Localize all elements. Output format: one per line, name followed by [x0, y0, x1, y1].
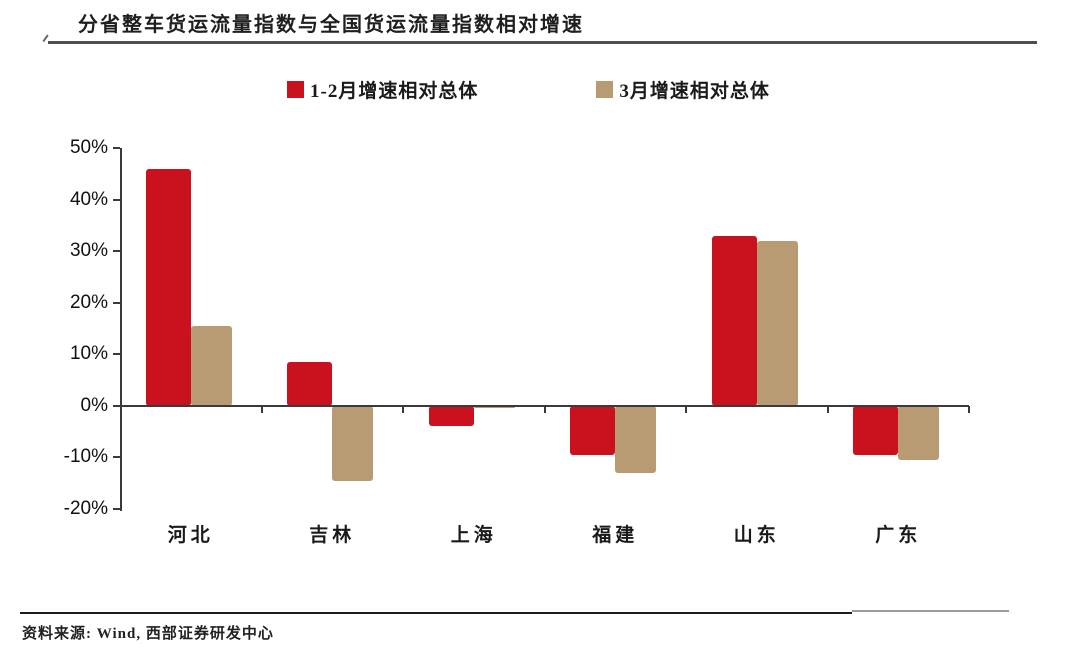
legend-swatch-red-icon — [287, 81, 304, 98]
x-axis-tick — [968, 405, 970, 413]
bar-河北-series-1 — [145, 168, 191, 406]
y-axis-tick — [113, 301, 120, 304]
y-tick-label: 40% — [69, 188, 108, 210]
x-axis-tick — [260, 405, 263, 413]
y-tick-label: 20% — [69, 291, 108, 313]
x-tick-label-吉林: 吉林 — [309, 525, 356, 546]
y-axis-tick — [113, 250, 120, 253]
bar-广东-series-2 — [898, 405, 940, 460]
y-tick-label: 30% — [69, 240, 108, 262]
legend-swatch-tan-icon — [596, 81, 614, 98]
x-tick-label-福建: 福建 — [592, 525, 639, 546]
bar-上海-series-1 — [428, 405, 474, 427]
y-tick-label: 10% — [69, 343, 108, 365]
bar-chart-plot-area: 50% 40% 30% 20% 10% 0% -10% -20% 河北 吉林 上海 福建 山东 广东 — [64, 138, 970, 546]
bar-河北-series-2 — [190, 325, 232, 406]
bar-吉林-series-2 — [332, 405, 374, 481]
y-axis-tick — [113, 147, 120, 149]
y-axis-line — [120, 148, 122, 511]
bar-山东-series-2 — [756, 240, 798, 406]
x-tick-label-河北: 河北 — [167, 525, 214, 546]
y-axis-tick — [113, 508, 120, 510]
bar-福建-series-2 — [615, 405, 657, 473]
bar-广东-series-1 — [853, 405, 899, 455]
source-note: 资料来源: Wind, 西部证券研发中心 — [22, 626, 274, 642]
y-tick-label: 50% — [69, 137, 108, 158]
title-underline — [48, 41, 1037, 44]
legend-item-series-1: 1-2月增速相对总体 — [287, 76, 478, 103]
bar-福建-series-1 — [570, 405, 616, 455]
bar-山东-series-1 — [711, 235, 757, 406]
y-axis-tick — [113, 456, 120, 459]
legend-label-series-2: 3月增速相对总体 — [619, 81, 770, 102]
x-axis-tick — [826, 405, 829, 413]
bar-吉林-series-1 — [287, 362, 333, 406]
y-tick-label: 0% — [80, 394, 108, 416]
chart-legend: 1-2月增速相对总体 3月增速相对总体 — [287, 76, 770, 103]
legend-item-series-2: 3月增速相对总体 — [596, 76, 770, 103]
legend-label-series-1: 1-2月增速相对总体 — [310, 81, 479, 102]
y-axis-tick — [113, 404, 120, 407]
y-axis-tick — [113, 198, 120, 201]
chart-title: 分省整车货运流量指数与全国货运流量指数相对增速 — [78, 14, 584, 36]
footer-divider-dark — [20, 612, 852, 614]
y-tick-label: -10% — [63, 446, 108, 468]
x-tick-label-山东: 山东 — [733, 525, 780, 546]
x-axis-tick — [543, 405, 546, 413]
x-axis-tick — [402, 405, 404, 413]
x-tick-label-广东: 广东 — [875, 525, 922, 546]
y-tick-label: -20% — [63, 498, 108, 519]
x-tick-label-上海: 上海 — [450, 525, 497, 546]
y-axis-tick — [113, 353, 120, 356]
bar-上海-series-2 — [473, 405, 515, 409]
footer-divider-light — [852, 610, 1009, 612]
x-axis-tick — [685, 405, 687, 413]
